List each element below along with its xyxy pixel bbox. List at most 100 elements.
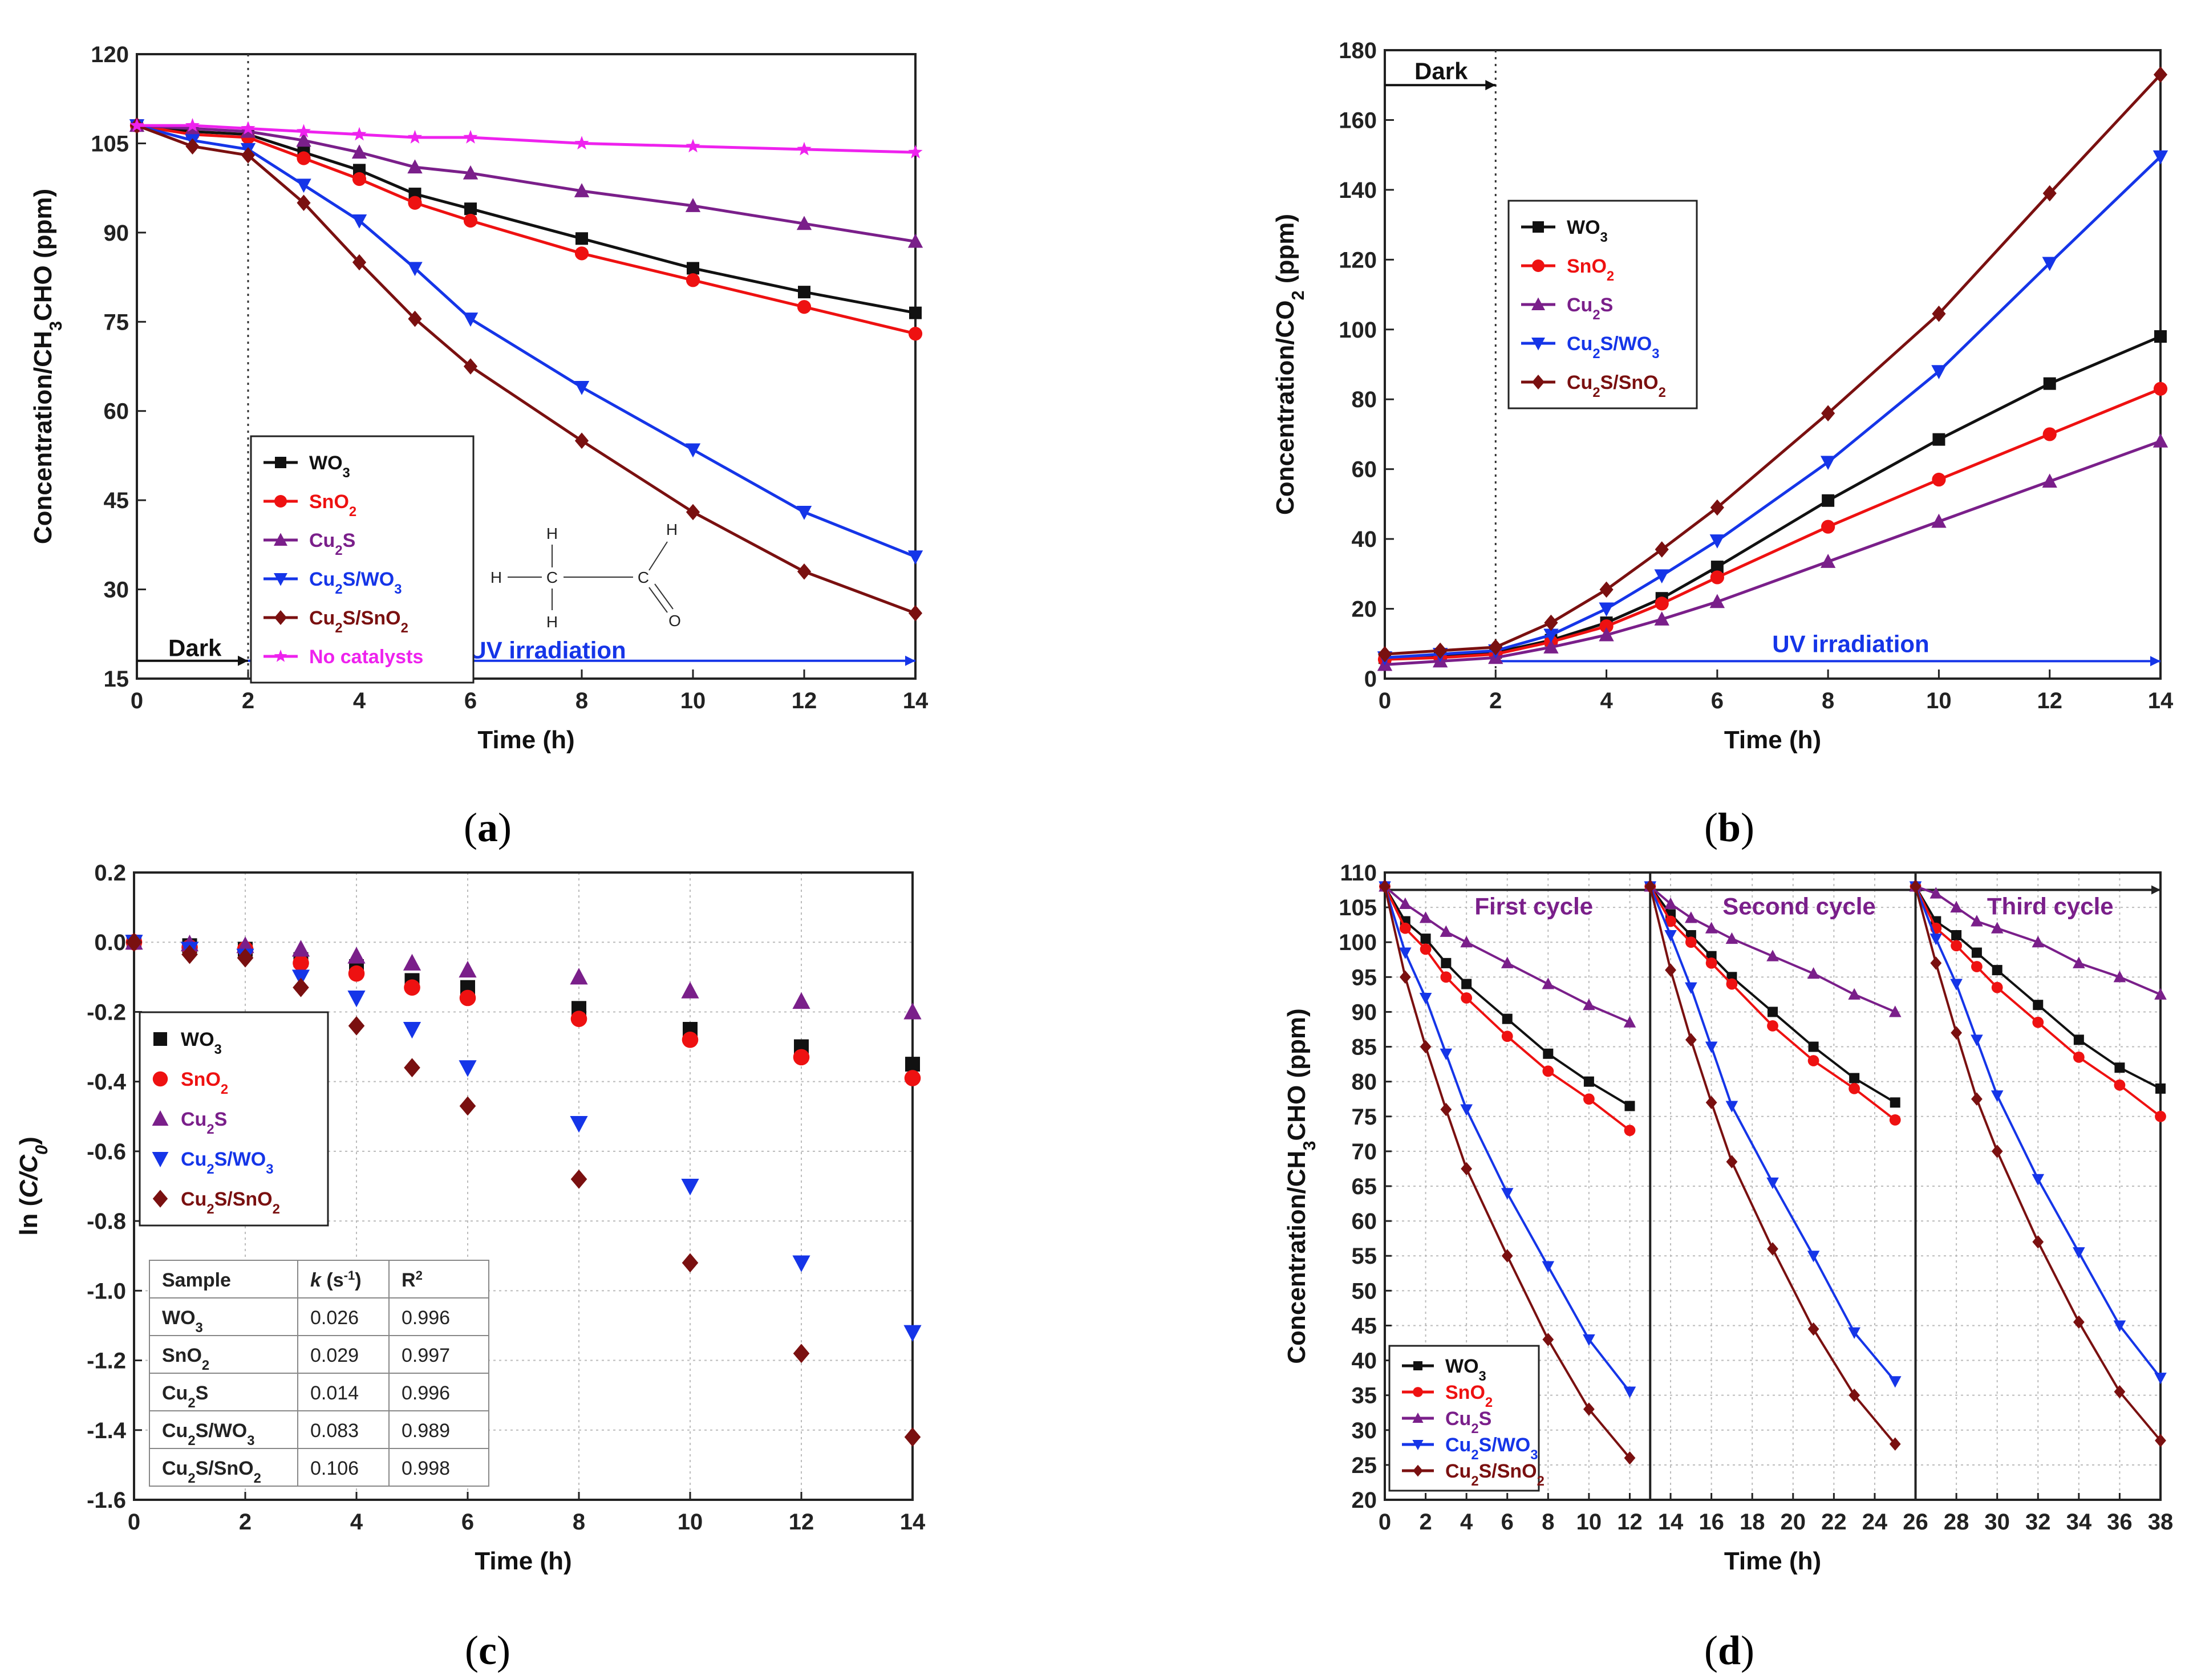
panel-label-d: (d) [1704,1628,1754,1673]
panel-a-dark-arrowhead [238,655,248,666]
rate-table-header-k: k (s-1) [310,1268,362,1292]
rate-table-cell-k: 0.083 [310,1420,359,1442]
panel-d-point-sno2 [1420,943,1432,955]
panel-d-point-cu2s-sno2 [1991,1145,2003,1158]
panel-b-point-cu2s-sno2 [1599,581,1614,598]
panel-a-point-cu2s [685,198,701,212]
panel-d-point-wo3 [1992,965,2003,976]
panel-d-point-sno2 [1889,1114,1901,1126]
rate-table-cell-k: 0.106 [310,1458,359,1479]
panel-d-ytick-label: 60 [1352,1209,1377,1234]
panel-d-point-sno2 [1849,1082,1860,1094]
panel-b-point-wo3 [2154,330,2167,343]
panel-b-dark-arrowhead [1485,80,1496,91]
panel-d-point-cu2s [1664,897,1677,909]
panel-c-xtick-label: 2 [239,1509,252,1535]
panel-d-ytick-label: 65 [1352,1174,1377,1199]
panel-d-point-cu2s-wo3 [1705,1041,1718,1053]
panel-d-point-wo3 [1768,1007,1778,1017]
panel-d-point-cu2s-sno2 [1930,956,1942,970]
panel-d-point-cu2s-wo3 [1440,1048,1453,1061]
panel-d-point-sno2 [1807,1055,1819,1066]
panel-a-point-sno2 [463,213,478,228]
panel-c-point-cu2s-sno2 [181,944,198,964]
panel-b-ytick-label: 80 [1352,387,1377,412]
panel-d-point-cu2s [1623,1016,1636,1028]
panel-d-point-cu2s-sno2 [1889,1437,1901,1451]
panel-a-point-cu2s-sno2 [797,563,812,580]
panel-d-legend-label-cu2s-wo3: Cu2S/WO3 [1445,1434,1538,1463]
rate-table-cell-r2: 0.998 [402,1458,450,1479]
panel-b-point-cu2s-wo3 [1931,365,1947,379]
panel-d-point-cu2s-wo3 [1664,930,1677,942]
panel-c-point-cu2s-wo3 [347,991,366,1008]
panel-b-point-cu2s [1654,611,1669,626]
panel-b-legend-label-wo3: WO3 [1567,217,1608,245]
panel-d-ytick-label: 80 [1352,1070,1377,1095]
molecule-bond [654,583,674,610]
panel-a-point-cu2s-sno2 [908,604,923,622]
panel-d-point-sno2 [1665,915,1676,927]
panel-d-legend-label-wo3: WO3 [1445,1356,1486,1384]
panel-d-point-cu2s [1501,956,1514,968]
panel-d-point-cu2s-wo3 [1848,1327,1860,1339]
panel-a-point-wo3 [909,306,922,319]
panel-b-ytick-label: 160 [1339,108,1377,133]
panel-a-xtick-label: 8 [575,688,588,713]
panel-d-ytick-label: 55 [1352,1244,1377,1269]
panel-b-point-cu2s-sno2 [1821,405,1835,422]
panel-a-point-no-catalysts [908,144,923,159]
panel-d-xtick-label: 32 [2025,1509,2051,1535]
rate-table-cell-k: 0.029 [310,1345,359,1366]
panel-b-point-cu2s [1709,594,1725,608]
panel-d-point-cu2s-wo3 [1725,1101,1738,1113]
panel-a-point-cu2s-sno2 [408,310,422,327]
rate-table-cell-sample: Cu2S/WO3 [162,1420,255,1448]
panel-d-point-sno2 [1501,1030,1513,1042]
panel-d-point-sno2 [2032,1016,2044,1028]
panel-a-point-no-catalysts [797,141,812,156]
panel-d-xlabel: Time (h) [1724,1547,1821,1575]
panel-b-xtick-label: 8 [1822,688,1834,713]
panel-d-point-cu2s-sno2 [2114,1385,2126,1399]
panel-d-point-cu2s-sno2 [1542,1333,1554,1346]
panel-b-xtick-label: 10 [1926,688,1952,713]
panel-b-xtick-label: 0 [1379,688,1391,713]
panel-c-ytick-label: -0.2 [87,1000,126,1025]
panel-a-point-sno2 [297,151,311,165]
panel-a-legend-label-sno2: SnO2 [309,491,356,520]
panel-d-point-cu2s-wo3 [2032,1174,2045,1186]
panel-c-legend-marker-wo3 [153,1032,167,1046]
panel-d-legend-marker-wo3 [1413,1361,1422,1370]
panel-d-point-wo3 [1441,957,1452,968]
molecule-bond [648,541,668,571]
panel-b-xtick-label: 14 [2148,688,2174,713]
panel-b-xtick-label: 2 [1489,688,1502,713]
panel-d-point-wo3 [1971,947,1982,958]
panel-c-xtick-label: 0 [128,1509,140,1535]
panel-d-point-cu2s-wo3 [2113,1320,2126,1332]
panel-c-point-sno2 [293,955,309,972]
panel-b-point-wo3 [1710,561,1724,574]
panel-d-ytick-label: 85 [1352,1035,1377,1060]
panel-d-ytick-label: 70 [1352,1139,1377,1164]
panel-a-uv-arrowhead [905,655,915,666]
panel-d-point-cu2s [1419,911,1432,923]
panel-b-point-cu2s-wo3 [1599,602,1614,617]
panel-b-legend-label-sno2: SnO2 [1567,255,1614,284]
panel-d-xtick-label: 36 [2107,1509,2133,1535]
panel-d-xtick-label: 22 [1821,1509,1847,1535]
panel-d-point-sno2 [1971,961,1983,972]
panel-b-ytick-label: 20 [1352,597,1377,622]
panel-c-point-cu2s [347,947,366,964]
panel-d-point-cu2s [1950,900,1963,913]
panel-b-point-cu2s-sno2 [1377,646,1392,663]
panel-d-point-cu2s-wo3 [1991,1090,2004,1102]
panel-c-xtick-label: 6 [461,1509,474,1535]
panel-c-rate-table: Sample k (s-1) R2 WO3 0.026 0.996 SnO2 0.029 0.9… [149,1260,489,1487]
panel-a-legend-marker-wo3 [275,457,286,468]
panel-c-point-cu2s [903,1003,922,1020]
panel-d-legend-marker-sno2 [1413,1387,1423,1397]
panel-c-point-cu2s-sno2 [570,1169,587,1189]
panel-d-xtick-label: 38 [2148,1509,2174,1535]
